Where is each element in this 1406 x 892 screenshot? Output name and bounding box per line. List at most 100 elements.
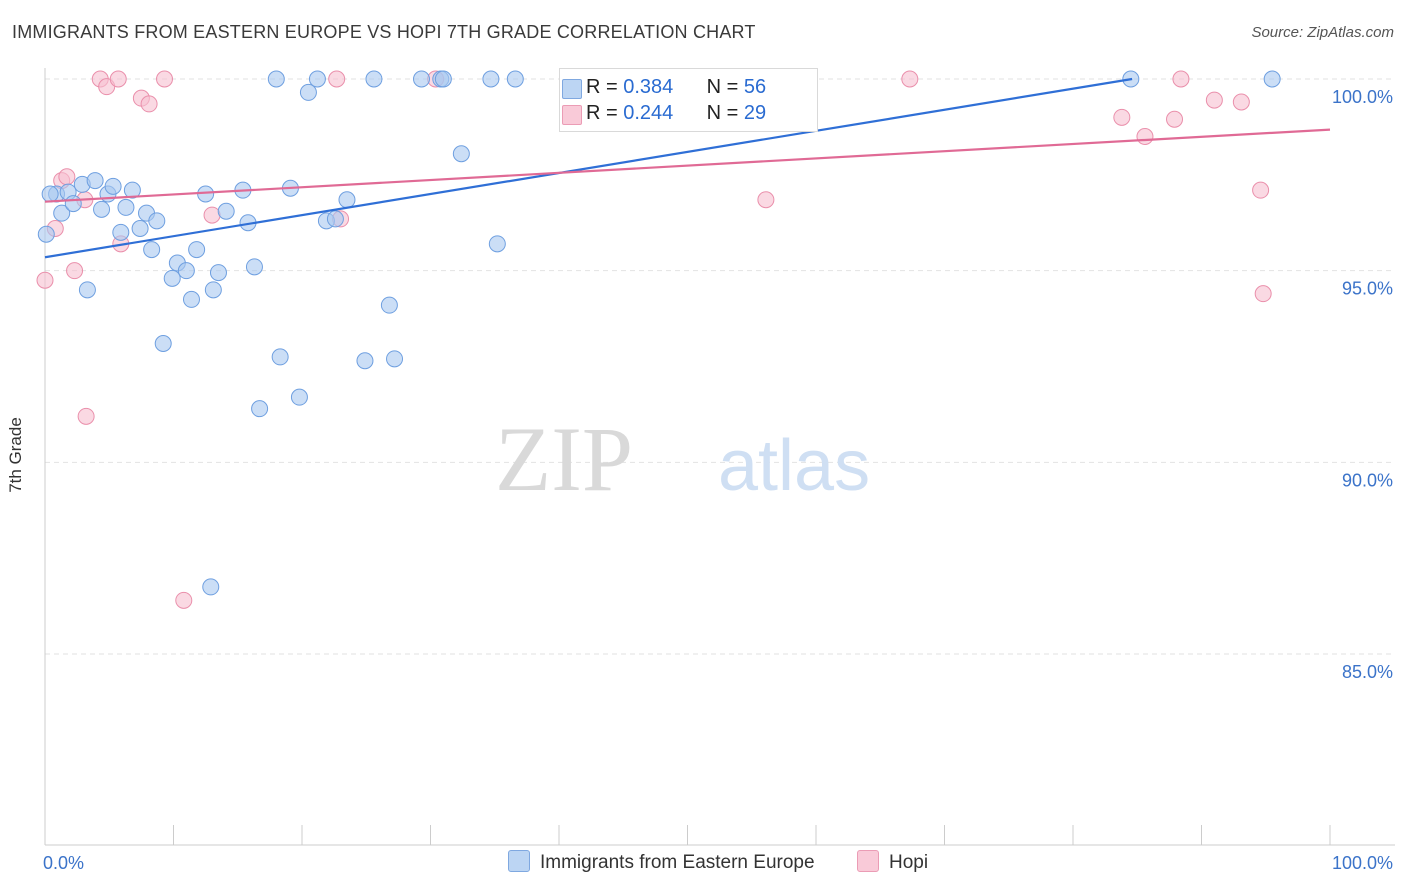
point-eastern-europe [482, 70, 500, 88]
point-eastern-europe [506, 70, 524, 88]
legend-row-hopi: R = 0.244 N = 29 [562, 102, 767, 126]
point-hopi [1232, 93, 1250, 111]
bottom-legend-swatch-blue [508, 850, 530, 872]
point-eastern-europe [308, 70, 326, 88]
point-eastern-europe [434, 70, 452, 88]
point-eastern-europe [112, 223, 130, 241]
point-hopi [1254, 285, 1272, 303]
watermark-zip: ZIP [495, 408, 633, 510]
point-hopi [1205, 91, 1223, 109]
axes [44, 68, 1395, 846]
gridlines [45, 78, 1395, 655]
point-hopi [901, 70, 919, 88]
trend-lines [44, 77, 1331, 259]
point-eastern-europe [154, 335, 172, 352]
point-eastern-europe [380, 296, 398, 314]
x-tick-label: 0.0% [43, 853, 84, 873]
y-tick-label: 95.0% [1342, 279, 1393, 299]
x-tick-labels: 0.0% 100.0% [43, 853, 1393, 873]
bottom-legend-eastern-europe: Immigrants from Eastern Europe [508, 850, 815, 878]
point-eastern-europe [452, 145, 470, 163]
watermark: ZIP atlas [495, 408, 870, 510]
legend-r-label: R = [586, 102, 618, 124]
point-eastern-europe [188, 241, 206, 259]
point-hopi [175, 591, 193, 609]
point-eastern-europe [488, 235, 506, 253]
legend-r-value: 0.244 [623, 102, 674, 124]
point-hopi [140, 95, 158, 113]
point-hopi [1136, 128, 1154, 145]
point-eastern-europe [356, 352, 374, 370]
legend-r-label: R = [586, 76, 618, 98]
point-hopi [156, 70, 174, 88]
source-label: Source: ZipAtlas.com [1251, 24, 1394, 41]
point-hopi [1166, 110, 1184, 128]
point-eastern-europe [338, 191, 356, 209]
point-eastern-europe [143, 241, 161, 259]
point-eastern-europe [41, 185, 59, 203]
point-eastern-europe [53, 204, 71, 222]
point-hopi [757, 191, 775, 209]
point-eastern-europe [123, 181, 141, 199]
point-eastern-europe [413, 70, 431, 88]
point-eastern-europe [1263, 70, 1281, 88]
point-eastern-europe [217, 202, 235, 220]
y-tick-labels: 85.0% 90.0% 95.0% 100.0% [1332, 87, 1393, 682]
trend-line-eastern-europe [44, 77, 1133, 259]
point-hopi [328, 70, 346, 88]
point-eastern-europe [182, 290, 200, 308]
y-axis-label: 7th Grade [6, 417, 25, 493]
point-eastern-europe [93, 200, 111, 218]
point-eastern-europe [245, 258, 263, 276]
point-eastern-europe [365, 70, 383, 88]
point-eastern-europe [177, 262, 195, 280]
legend-n-label: N = [706, 76, 739, 98]
legend-row-eastern-europe: R = 0.384 N = 56 [562, 76, 767, 100]
point-eastern-europe [37, 225, 55, 243]
legend-swatch-pink [562, 105, 582, 125]
bottom-legend-label: Hopi [889, 852, 929, 873]
point-eastern-europe [131, 220, 149, 237]
point-eastern-europe [78, 281, 96, 299]
point-hopi [1172, 70, 1190, 88]
point-hopi [109, 70, 127, 88]
point-hopi [66, 262, 84, 280]
point-eastern-europe [202, 578, 220, 596]
point-eastern-europe [386, 350, 404, 368]
legend-n-value: 56 [743, 76, 767, 98]
point-eastern-europe [86, 172, 104, 190]
point-eastern-europe [148, 212, 166, 230]
point-eastern-europe [251, 400, 269, 418]
y-tick-label: 100.0% [1332, 87, 1393, 107]
point-eastern-europe [64, 195, 82, 213]
point-hopi [36, 271, 54, 289]
point-hopi [1113, 108, 1131, 126]
bottom-legend-hopi: Hopi [857, 850, 928, 878]
legend-n-label: N = [706, 102, 739, 124]
point-eastern-europe [271, 348, 289, 366]
point-eastern-europe [290, 388, 308, 406]
point-hopi [77, 407, 95, 425]
point-eastern-europe [209, 264, 227, 282]
point-eastern-europe [117, 198, 135, 216]
chart-title: IMMIGRANTS FROM EASTERN EUROPE VS HOPI 7… [12, 22, 756, 42]
point-eastern-europe [163, 269, 181, 287]
point-eastern-europe [267, 70, 285, 88]
correlation-legend: R = 0.384 N = 56 R = 0.244 N = 29 [559, 68, 818, 132]
legend-swatch-blue [562, 79, 582, 99]
watermark-atlas: atlas [718, 426, 870, 506]
point-hopi [1252, 181, 1270, 199]
trend-line-hopi [44, 128, 1331, 203]
point-hopi [58, 168, 76, 186]
point-eastern-europe [326, 210, 344, 228]
series-hopi-points [36, 70, 1272, 609]
legend-r-value: 0.384 [623, 76, 674, 98]
y-tick-label: 85.0% [1342, 662, 1393, 682]
point-eastern-europe [204, 281, 222, 299]
point-eastern-europe [104, 177, 122, 195]
point-eastern-europe [299, 83, 317, 101]
x-tick-label: 100.0% [1332, 853, 1393, 873]
legend-n-value: 29 [743, 102, 767, 124]
point-hopi [203, 206, 221, 224]
y-tick-label: 90.0% [1342, 470, 1393, 490]
